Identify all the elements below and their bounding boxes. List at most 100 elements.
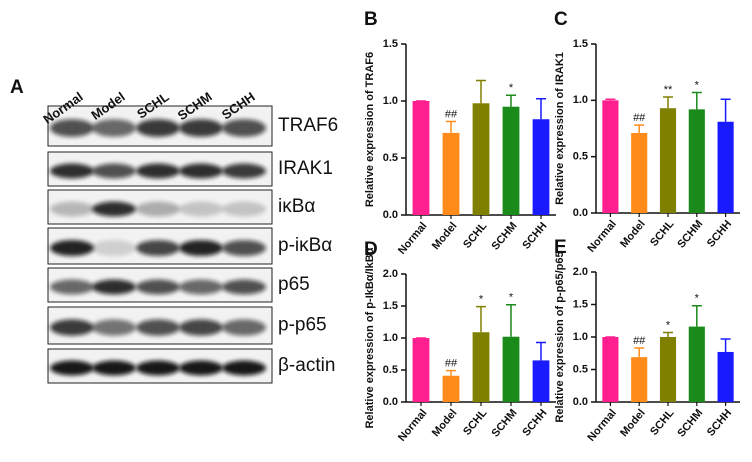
error-bar [506, 94, 516, 107]
y-tick-label: 2.0 [383, 268, 398, 280]
y-tick-label: 0.0 [573, 207, 588, 219]
error-bar [536, 341, 546, 361]
x-tick-label: Normal [585, 218, 619, 255]
blot-band [222, 319, 266, 336]
y-tick-label: 1.0 [383, 95, 398, 107]
annotation: ## [633, 335, 646, 347]
y-axis-label: Relative expression of p-p65/p65 [554, 251, 566, 422]
error-bar [536, 97, 546, 120]
x-tick-label: Normal [396, 220, 430, 257]
annotation: * [509, 82, 514, 94]
y-tick-label: 1.0 [573, 94, 588, 106]
y-tick-label: 2.0 [573, 266, 588, 278]
blot-band [92, 163, 136, 179]
y-tick-label: 1.0 [573, 331, 588, 343]
x-tick-label: SCHM [675, 407, 705, 440]
panel-label: B [364, 9, 378, 30]
blot: TRAF6IRAK1iκBαp-iκBαp65p-p65β-actinNorma… [40, 89, 338, 384]
y-tick-label: 0.0 [383, 396, 398, 408]
protein-label: IRAK1 [278, 158, 333, 179]
bar [717, 351, 734, 402]
protein-label: TRAF6 [278, 115, 338, 136]
bar [602, 337, 619, 402]
annotation: ## [633, 112, 646, 124]
blot-band [50, 360, 94, 376]
y-tick-label: 1.5 [383, 38, 398, 50]
error-bar [720, 98, 731, 122]
blot-band [92, 201, 136, 217]
bar [631, 357, 648, 402]
y-tick-label: 1.0 [383, 332, 398, 344]
x-tick-label: SCHL [461, 220, 490, 251]
blot-band [136, 240, 180, 256]
blot-band [179, 240, 223, 256]
y-axis-label: Relative expression of p-IkBα/IkBα [364, 247, 376, 428]
x-tick-label: Model [430, 407, 460, 439]
panel-label: C [554, 9, 568, 30]
blot-band [179, 319, 223, 336]
y-tick-label: 0.0 [573, 396, 588, 408]
bar [659, 108, 677, 213]
x-tick-label: SCHH [520, 407, 549, 439]
error-bar [720, 338, 731, 352]
blot-band [92, 319, 136, 336]
blot-band [136, 319, 180, 336]
blot-band [50, 319, 94, 336]
annotation: * [666, 319, 671, 331]
error-bar [446, 369, 456, 376]
x-tick-label: SCHH [705, 218, 734, 250]
blot-band [222, 201, 266, 217]
blot-band [179, 279, 223, 295]
panel-label: E [554, 237, 567, 258]
bar [412, 101, 430, 215]
panel-label: D [364, 239, 378, 260]
y-tick-label: 0.5 [383, 152, 398, 164]
blot-band [136, 279, 180, 295]
y-axis-label: Relative expression of IRAK1 [554, 52, 566, 205]
protein-label: p65 [278, 274, 310, 295]
bar [631, 133, 648, 213]
bar [532, 360, 550, 402]
protein-label: β-actin [278, 355, 335, 376]
x-tick-label: Model [618, 407, 648, 439]
y-axis-label: Relative expression of TRAF6 [364, 52, 376, 207]
blot-band [92, 240, 136, 256]
bar [412, 338, 430, 402]
annotation: ** [664, 84, 673, 96]
error-bar [663, 96, 673, 109]
bar [602, 100, 619, 213]
annotation: ## [445, 108, 458, 120]
error-bar [446, 120, 456, 133]
x-tick-label: Normal [585, 407, 619, 444]
blot-band [50, 163, 94, 179]
y-tick-label: 0.5 [383, 364, 398, 376]
x-tick-label: SCHL [648, 218, 677, 249]
error-bar [476, 79, 486, 104]
blot-band [222, 279, 266, 295]
bar [688, 326, 705, 402]
blot-band [179, 360, 223, 376]
bar [659, 337, 677, 402]
blot-band [92, 119, 136, 137]
blot-band [50, 240, 94, 256]
blot-band [136, 163, 180, 179]
error-bar [634, 347, 645, 358]
error-bar [605, 98, 616, 101]
bar [688, 109, 705, 213]
bar [502, 336, 520, 402]
blot-band [222, 119, 266, 137]
error-bar [476, 305, 486, 333]
blot-band [50, 279, 94, 295]
bar [472, 332, 490, 402]
error-bar [634, 124, 645, 134]
y-tick-label: 1.5 [383, 300, 398, 312]
blot-band [222, 163, 266, 179]
bar [502, 106, 520, 215]
x-tick-label: Normal [396, 407, 430, 444]
blot-band [179, 119, 223, 137]
y-tick-label: 1.5 [573, 38, 588, 50]
blot-band [179, 201, 223, 217]
annotation: * [695, 293, 700, 305]
